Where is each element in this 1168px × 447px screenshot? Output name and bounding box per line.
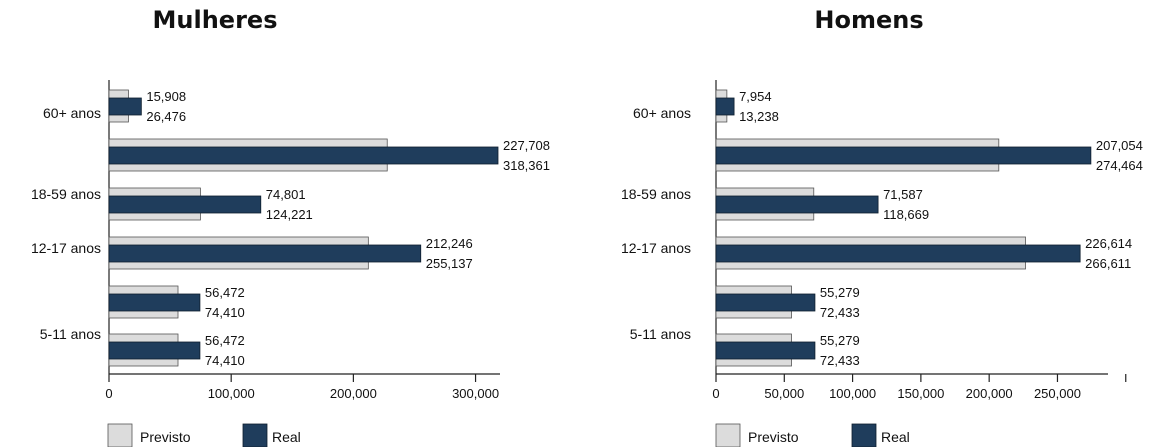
category-label: 12-17 anos <box>621 240 691 256</box>
data-label-real: 74,410 <box>205 353 245 368</box>
legend-swatch-previsto <box>107 423 133 447</box>
bar-real <box>108 244 422 263</box>
data-label-previsto: 56,472 <box>205 285 245 300</box>
category-label: 18-59 anos <box>31 186 101 202</box>
bar-real <box>108 341 201 360</box>
data-label-real: 13,238 <box>739 109 779 124</box>
category-label: 12-17 anos <box>31 240 101 256</box>
data-label-previsto: 55,279 <box>820 333 860 348</box>
data-label-real: 72,433 <box>820 305 860 320</box>
data-label-real: 266,611 <box>1085 256 1131 271</box>
data-label-previsto: 212,246 <box>426 236 473 251</box>
bar-real <box>715 195 879 214</box>
data-label-previsto: 74,801 <box>266 187 306 202</box>
chart-panel-homens: 0 50,000 100,000 150,000 200,000 250,000 7,954… <box>621 80 1143 447</box>
data-label-real: 118,669 <box>883 207 929 222</box>
chart-panel-mulheres: 0 100,000 200,000 300,000 15,908 26,476 60+ an… <box>31 80 550 447</box>
data-label-real: 74,410 <box>205 305 245 320</box>
legend-label-previsto: Previsto <box>140 429 191 445</box>
bar-real <box>108 97 142 116</box>
bar-real <box>715 244 1081 263</box>
bar-real <box>108 195 262 214</box>
chart-title-homens: Homens <box>814 6 924 34</box>
x-tick-label: 50,000 <box>764 386 804 401</box>
x-tick-label: 200,000 <box>330 386 377 401</box>
data-label-real: 318,361 <box>503 158 550 173</box>
data-label-real: 255,137 <box>426 256 473 271</box>
data-label-previsto: 55,279 <box>820 285 860 300</box>
data-label-previsto: 227,708 <box>503 138 550 153</box>
legend-swatch-real <box>851 423 877 447</box>
x-tick-label: 0 <box>105 386 112 401</box>
data-label-real: 124,221 <box>266 207 313 222</box>
bar-real <box>715 293 816 312</box>
x-tick-label: 150,000 <box>897 386 944 401</box>
legend-swatch-real <box>242 423 268 447</box>
x-tick-label: 0 <box>712 386 719 401</box>
x-tick-label: 250,000 <box>1034 386 1081 401</box>
bar-real <box>715 146 1092 165</box>
data-label-previsto: 226,614 <box>1085 236 1132 251</box>
category-label: 60+ anos <box>633 105 691 121</box>
bar-real <box>108 293 201 312</box>
x-tick-label: 100,000 <box>208 386 255 401</box>
category-label: 60+ anos <box>43 105 101 121</box>
data-label-real: 72,433 <box>820 353 860 368</box>
data-label-previsto: 56,472 <box>205 333 245 348</box>
bar-real <box>715 97 735 116</box>
data-label-previsto: 207,054 <box>1096 138 1143 153</box>
data-label-previsto: 71,587 <box>883 187 923 202</box>
bar-real <box>715 341 816 360</box>
legend-label-real: Real <box>272 429 301 445</box>
data-label-previsto: 15,908 <box>146 89 186 104</box>
legend-label-previsto: Previsto <box>748 429 799 445</box>
legend-label-real: Real <box>881 429 910 445</box>
data-label-real: 26,476 <box>146 109 186 124</box>
chart-title-mulheres: Mulheres <box>152 6 278 34</box>
bar-real <box>108 146 499 165</box>
category-label: 5-11 anos <box>630 326 691 342</box>
legend-swatch-previsto <box>715 423 741 447</box>
x-tick-label: 300,000 <box>452 386 499 401</box>
data-label-real: 274,464 <box>1096 158 1143 173</box>
data-label-previsto: 7,954 <box>739 89 772 104</box>
category-label: 18-59 anos <box>621 186 691 202</box>
category-label: 5-11 anos <box>40 326 101 342</box>
x-tick-label: 200,000 <box>966 386 1013 401</box>
x-tick-label: 100,000 <box>829 386 876 401</box>
